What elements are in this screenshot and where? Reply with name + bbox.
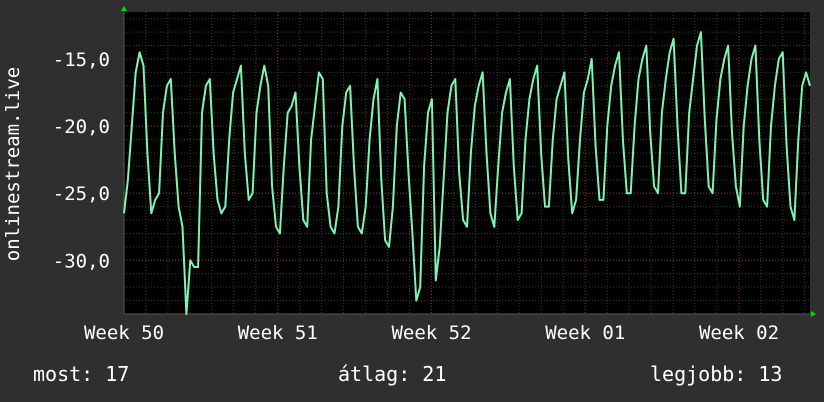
y-axis-label: onlinestream.live bbox=[2, 67, 24, 261]
y-tick-label: -15,0 bbox=[53, 49, 110, 71]
x-axis-arrow-icon bbox=[811, 311, 816, 317]
average-value: átlag: 21 bbox=[338, 362, 447, 386]
current-value: most: 17 bbox=[33, 362, 130, 386]
x-tick-label: Week 50 bbox=[84, 322, 164, 344]
y-axis-arrow-icon bbox=[121, 6, 127, 11]
best-value: legjobb: 13 bbox=[650, 362, 783, 386]
x-tick-label: Week 02 bbox=[699, 322, 779, 344]
data-series bbox=[123, 31, 811, 315]
series-line bbox=[123, 31, 811, 315]
axes bbox=[121, 6, 816, 317]
y-tick-label: -25,0 bbox=[53, 183, 110, 205]
x-tick-label: Week 52 bbox=[391, 322, 471, 344]
x-tick-label: Week 01 bbox=[545, 322, 625, 344]
y-tick-label: -20,0 bbox=[53, 116, 110, 138]
y-tick-label: -30,0 bbox=[53, 250, 110, 272]
tick-labels: -15,0 -20,0 -25,0 -30,0 Week 50 Week 51 Week 5… bbox=[53, 49, 779, 344]
x-tick-label: Week 51 bbox=[238, 322, 318, 344]
grid-lines bbox=[123, 12, 810, 315]
